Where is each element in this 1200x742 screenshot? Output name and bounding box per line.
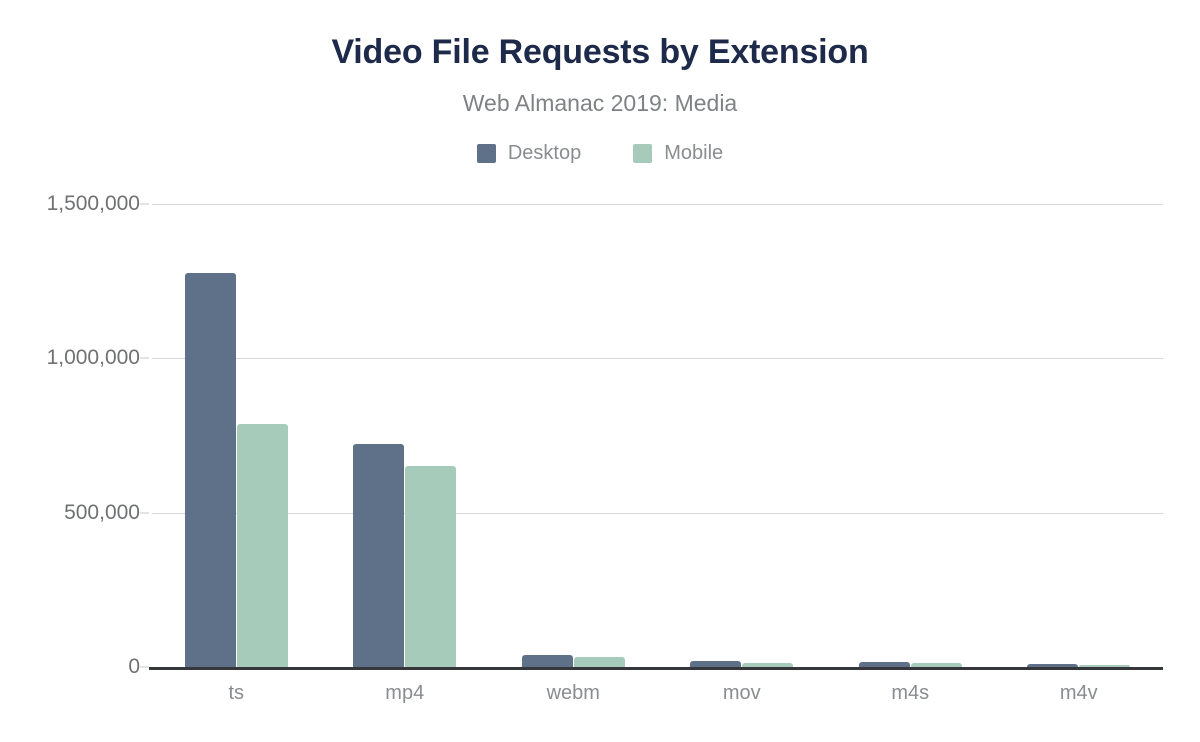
x-axis-line: [149, 667, 1163, 670]
bar-mov-mobile[interactable]: [742, 663, 794, 667]
x-axis-tick-label-mp4: mp4: [385, 682, 425, 704]
y-axis-tick-mark: [140, 666, 149, 668]
x-axis-tick-label-m4v: m4v: [1059, 682, 1098, 704]
bar-m4v-mobile[interactable]: [1079, 665, 1131, 667]
bar-mp4-desktop[interactable]: [353, 444, 405, 667]
bar-m4v-desktop[interactable]: [1027, 664, 1079, 667]
y-axis-tick-label: 500,000: [64, 500, 140, 524]
bar-m4s-desktop[interactable]: [858, 662, 910, 667]
bar-mp4-mobile[interactable]: [405, 466, 457, 667]
plot-area: 0 500,000 1,000,000 1,500,000 ts mp4 webm mov m4…: [47, 192, 1163, 704]
legend-item-desktop[interactable]: Desktop: [476, 142, 582, 164]
bar-ts-desktop[interactable]: [184, 272, 236, 667]
chart-subtitle: Web Almanac 2019: Media: [462, 90, 738, 116]
gridline: [152, 204, 1163, 205]
gridline: [152, 358, 1163, 360]
legend-swatch-desktop: [476, 143, 496, 163]
bar-webm-desktop[interactable]: [521, 654, 573, 667]
y-axis-tick-mark: [140, 203, 149, 205]
bar-webm-mobile[interactable]: [573, 657, 625, 667]
legend-label-desktop: Desktop: [507, 142, 582, 164]
x-axis-tick-label-webm: webm: [546, 682, 600, 704]
x-axis-tick-label-m4s: m4s: [891, 682, 930, 704]
bar-m4s-mobile[interactable]: [910, 663, 962, 667]
y-axis-tick-mark: [140, 512, 149, 514]
bar-mov-desktop[interactable]: [690, 661, 742, 667]
y-axis-tick-label: 0: [128, 655, 140, 678]
chart-title: Video File Requests by Extension: [331, 33, 869, 71]
gridline: [152, 512, 1163, 514]
legend-label-mobile: Mobile: [664, 142, 724, 164]
bar-ts-mobile[interactable]: [236, 424, 288, 667]
legend-swatch-mobile: [633, 143, 653, 163]
y-axis-tick-label: 1,500,000: [46, 192, 140, 215]
x-axis-tick-label-mov: mov: [722, 682, 761, 704]
legend-item-mobile[interactable]: Mobile: [633, 143, 723, 163]
x-axis-tick-label-ts: ts: [228, 682, 245, 704]
chart-legend: Desktop Mobile: [0, 143, 1200, 163]
y-axis-tick-mark: [140, 357, 149, 359]
y-axis-tick-label: 1,000,000: [46, 346, 140, 370]
